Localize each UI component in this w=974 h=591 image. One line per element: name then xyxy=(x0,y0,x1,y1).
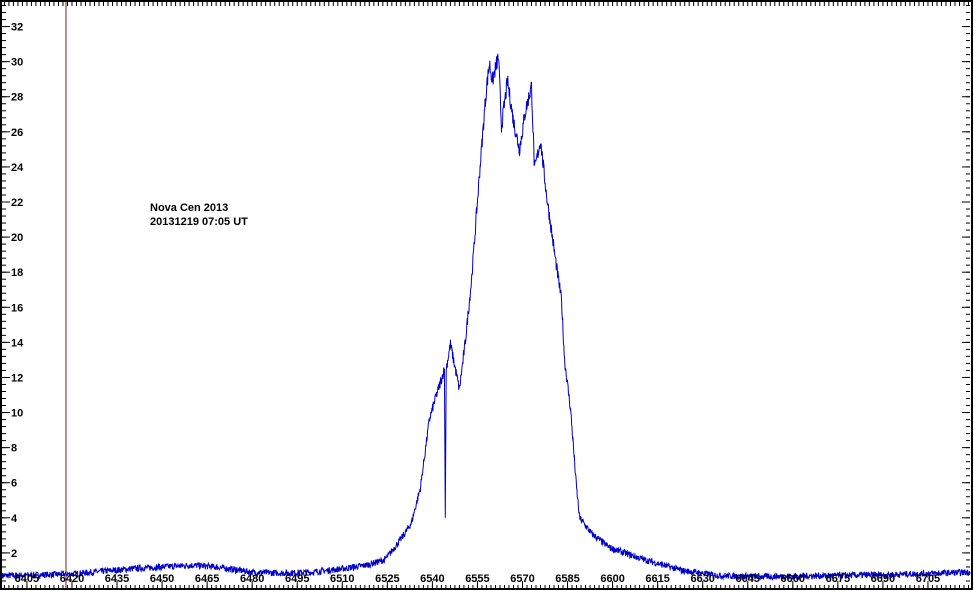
x-tick-label: 6450 xyxy=(150,573,174,585)
y-tick-label: 8 xyxy=(11,443,17,455)
x-tick-label: 6525 xyxy=(375,573,399,585)
x-tick-label: 6600 xyxy=(600,573,624,585)
y-tick-label: 20 xyxy=(11,232,23,244)
y-tick-label: 6 xyxy=(11,478,17,490)
y-tick-label: 30 xyxy=(11,57,23,69)
x-tick-label: 6690 xyxy=(871,573,895,585)
x-tick-label: 6405 xyxy=(15,573,39,585)
x-tick-label: 6540 xyxy=(420,573,444,585)
x-tick-label: 6675 xyxy=(826,573,850,585)
annotation-object: Nova Cen 2013 xyxy=(150,202,228,214)
y-tick-label: 10 xyxy=(11,408,23,420)
x-tick-label: 6660 xyxy=(781,573,805,585)
x-tick-label: 6630 xyxy=(690,573,714,585)
spectrum-line xyxy=(1,53,971,581)
x-tick-label: 6645 xyxy=(736,573,760,585)
x-tick-label: 6555 xyxy=(465,573,489,585)
x-tick-label: 6570 xyxy=(510,573,534,585)
x-tick-label: 6480 xyxy=(240,573,264,585)
x-tick-label: 6435 xyxy=(105,573,129,585)
x-tick-label: 6465 xyxy=(195,573,219,585)
y-tick-label: 4 xyxy=(11,513,18,525)
x-tick-label: 6510 xyxy=(330,573,354,585)
y-tick-label: 2 xyxy=(11,548,17,560)
y-tick-label: 26 xyxy=(11,127,23,139)
x-tick-label: 6420 xyxy=(60,573,84,585)
y-tick-label: 32 xyxy=(11,22,23,34)
x-tick-label: 6705 xyxy=(916,573,940,585)
y-tick-label: 24 xyxy=(11,162,24,174)
y-tick-label: 16 xyxy=(11,302,23,314)
annotation-date: 20131219 07:05 UT xyxy=(150,216,248,228)
x-tick-label: 6615 xyxy=(645,573,669,585)
y-tick-label: 22 xyxy=(11,197,23,209)
y-tick-label: 28 xyxy=(11,92,23,104)
x-tick-labels: 6405 6420 6435 6450 6465 6480 6495 6510 6525 6540… xyxy=(15,573,941,585)
x-tick-label: 6495 xyxy=(285,573,309,585)
y-tick-label: 18 xyxy=(11,267,23,279)
y-tick-label: 12 xyxy=(11,372,23,384)
x-tick-label: 6585 xyxy=(555,573,579,585)
y-tick-label: 14 xyxy=(11,337,24,349)
